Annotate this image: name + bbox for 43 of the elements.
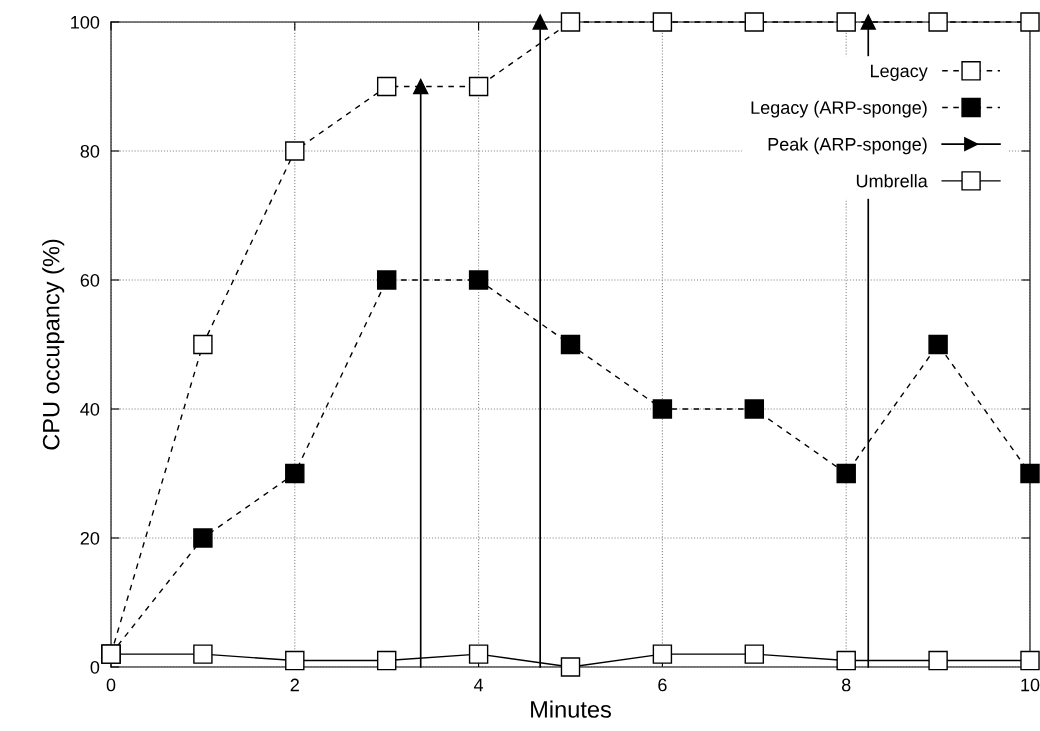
point — [652, 644, 673, 664]
y-tick-label: 60 — [80, 273, 100, 287]
point — [560, 334, 581, 355]
legend-label: Legacy (ARP-sponge) — [751, 100, 927, 118]
point — [860, 14, 876, 30]
point — [376, 270, 397, 290]
point — [1020, 650, 1040, 671]
x-tick-label: 0 — [106, 678, 116, 692]
point — [468, 270, 489, 290]
point — [560, 12, 581, 32]
y-tick-label: 40 — [80, 402, 100, 416]
x-tick-label: 10 — [1021, 678, 1040, 692]
point — [1020, 463, 1040, 484]
point — [193, 528, 213, 548]
y-tick-label: 80 — [80, 144, 100, 158]
point — [285, 463, 305, 484]
point — [285, 650, 305, 671]
x-tick-label: 2 — [290, 678, 299, 692]
point — [560, 657, 581, 677]
point — [744, 399, 765, 419]
point — [468, 76, 489, 97]
point — [928, 334, 948, 355]
point — [532, 14, 548, 30]
point — [652, 399, 673, 419]
legend-label: Legacy — [871, 64, 928, 81]
x-tick-label: 6 — [658, 678, 667, 692]
legend-label: Peak (ARP-sponge) — [768, 137, 927, 155]
point — [468, 644, 489, 664]
y-tick-label: 100 — [71, 15, 100, 29]
point — [836, 463, 856, 484]
legend-label: Umbrella — [856, 174, 928, 188]
x-axis-title: Minutes — [531, 700, 611, 718]
point — [376, 650, 397, 671]
x-tick-label: 8 — [841, 678, 851, 692]
y-tick-label: 20 — [80, 531, 100, 545]
point — [836, 650, 856, 671]
point — [652, 12, 673, 32]
y-tick-label: 0 — [90, 660, 100, 674]
point — [413, 78, 429, 95]
point — [376, 76, 397, 97]
point — [928, 650, 948, 671]
x-tick-label: 4 — [473, 678, 484, 692]
y-axis-title: CPU occupancy (%) — [42, 239, 65, 450]
